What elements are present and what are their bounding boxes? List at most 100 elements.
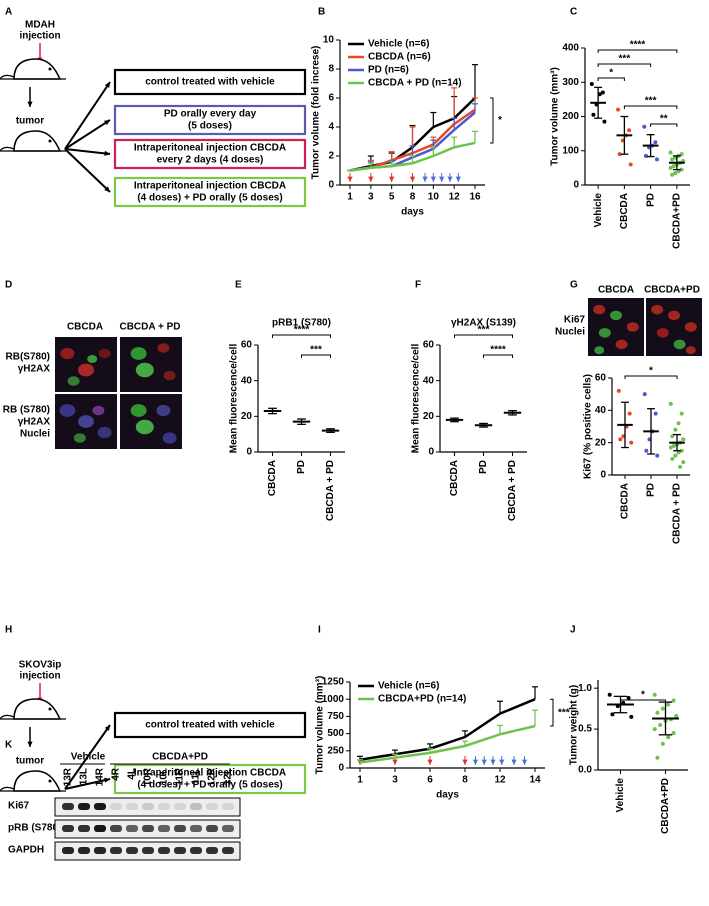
cell [87,355,98,363]
data-point [676,169,681,174]
band [78,825,90,832]
cell [157,343,170,353]
bracket [301,354,331,358]
treatment-text: Intraperitoneal injection CBCDA [134,143,286,154]
band [110,803,122,810]
y-tick-label: 2 [328,151,334,162]
y-axis-label: Tumor volume (mm³) [315,676,326,775]
data-point [607,692,612,697]
arrow-head [409,176,416,182]
band [158,847,170,854]
treatment-text: (5 doses) [188,121,232,132]
panel-letter: B [318,7,325,18]
band [174,803,186,810]
band [78,847,90,854]
band [222,825,234,832]
lane-label: 12R [207,767,218,786]
data-point [670,172,675,177]
cell [685,346,696,355]
data-point [679,167,684,172]
panel-letter: E [235,280,242,291]
x-tick-label: PD [478,460,489,474]
y-tick-label: 40 [595,405,607,416]
cell [59,404,76,417]
cell [626,322,639,332]
bracket [454,334,513,338]
y-tick-label: 250 [327,745,344,756]
legend-label: PD (n=6) [368,65,409,76]
arrow-head [104,777,110,783]
x-axis-label: days [436,790,459,801]
data-point [600,90,605,95]
arrow-head [439,176,445,182]
label: Nuclei [555,327,585,338]
mouse-body [13,130,62,152]
data-point [670,157,675,162]
label: CBCDA + PD [119,322,180,333]
bracket [483,354,513,358]
mouse-eye [48,707,52,711]
y-tick-label: 0.5 [578,724,592,735]
treatment-text: control treated with vehicle [145,77,275,88]
x-tick-label: 10 [428,192,440,203]
band [62,847,74,854]
data-point [674,714,679,718]
treatment-box [113,138,307,170]
y-tick-label: 60 [241,340,253,351]
treatment-box [113,763,307,795]
lane-label: 12L [223,768,234,785]
label: γH2AX [18,417,51,428]
lane-label: 4L [127,768,138,780]
significance: *** [645,96,657,107]
series-line [359,698,536,761]
lane-label: 10R [143,767,154,786]
data-point [617,152,622,157]
x-tick-label: CBCDA [619,193,630,229]
arrow [64,148,111,155]
band [62,825,74,832]
lane-label: 4R [111,767,122,781]
cell [78,363,94,377]
cell [656,328,669,338]
y-tick-label: 0 [600,470,606,481]
band [190,803,202,810]
arrow-head [392,759,398,765]
lane-label: 13R [63,767,74,786]
arrow-head [104,120,110,126]
treatment-text: Intraperitoneal injection CBCDA [134,181,286,192]
data-point [681,460,686,465]
chart-title: γH2AX (S139) [451,318,516,329]
arrow [64,148,111,193]
data-point [679,411,684,416]
bracket [490,97,494,144]
band [158,803,170,810]
cell [684,322,697,332]
arrow-head [104,82,110,88]
data-point [627,411,632,416]
cell [610,310,622,321]
arrow [64,724,111,790]
data-point [643,153,648,158]
data-point [666,735,671,740]
arrow-head [27,101,33,107]
mouse-eye [48,779,52,783]
x-tick-label: CBCDA [267,460,278,496]
cell [593,304,606,315]
band [62,803,74,810]
band [94,847,106,854]
data-point [666,702,671,707]
x-tick-label: 5 [389,192,395,203]
panel-letter: K [5,740,13,751]
y-tick-label: 6 [328,93,334,104]
y-axis-label: Mean fluorescence/cell [411,344,422,454]
data-point [670,456,675,461]
y-tick-label: 1000 [322,694,345,705]
legend-label: Vehicle (n=6) [378,681,439,692]
cell [163,370,176,381]
tumor-label: tumor [16,756,44,767]
y-tick-label: 0 [573,180,579,191]
mouse-eye [48,139,52,143]
tumor-label: tumor [16,116,44,127]
band [158,825,170,832]
data-point [653,411,658,416]
